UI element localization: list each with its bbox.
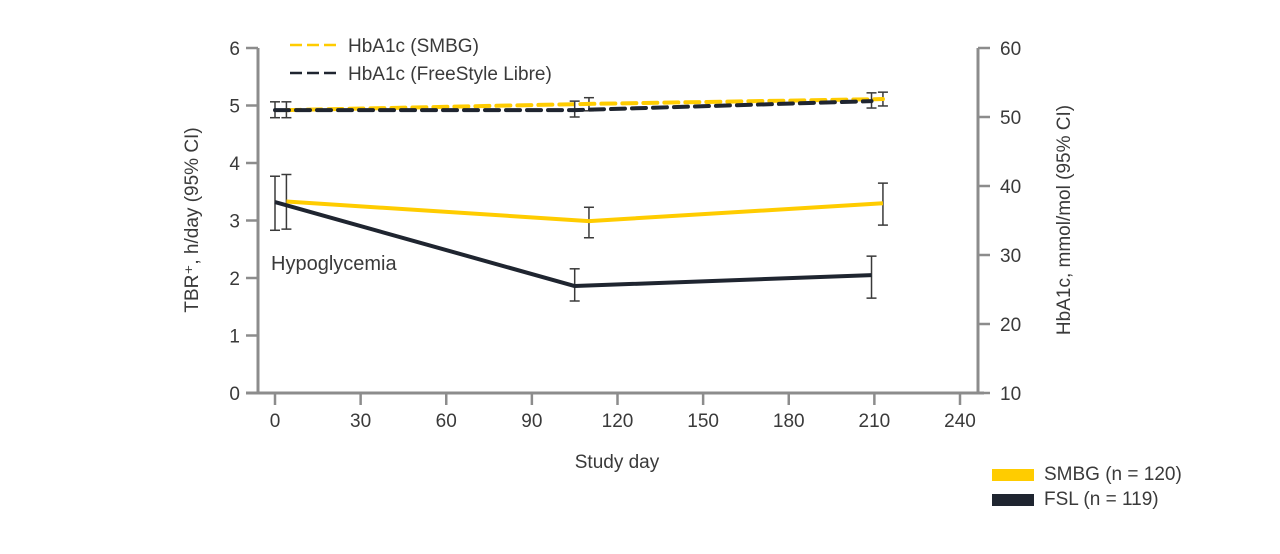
smbg-swatch — [992, 468, 1034, 481]
bottom-legend: SMBG (n = 120) FSL (n = 119) — [992, 462, 1182, 512]
tbr-smbg-n-120--line — [286, 199, 884, 224]
x-axis-tick-label: 210 — [859, 411, 891, 432]
hba1c-hba1c-freestyle-libre--line — [273, 99, 874, 113]
x-axis-tick-label: 180 — [773, 411, 805, 432]
legend-top-label-0: HbA1c (SMBG) — [348, 36, 479, 57]
legend-top-label-1: HbA1c (FreeStyle Libre) — [348, 64, 552, 85]
right-axis-tick-label: 60 — [1000, 39, 1021, 60]
fsl-swatch — [992, 493, 1034, 506]
legend-item-fsl: FSL (n = 119) — [992, 487, 1182, 512]
left-axis-title: TBR⁺, h/day (95% CI) — [182, 127, 203, 312]
legend-item-smbg: SMBG (n = 120) — [992, 462, 1182, 487]
left-axis-tick-label: 1 — [229, 327, 240, 348]
left-axis-tick-label: 5 — [229, 97, 240, 118]
hba1c-hba1c-smbg--line — [284, 97, 885, 113]
right-axis-tick-label: 30 — [1000, 246, 1021, 267]
x-axis-tick-label: 240 — [944, 411, 976, 432]
x-axis-tick-label: 150 — [687, 411, 719, 432]
x-axis-tick-label: 30 — [350, 411, 371, 432]
x-axis-tick-label: 60 — [436, 411, 457, 432]
x-axis-title: Study day — [575, 452, 660, 473]
legend-label-fsl: FSL (n = 119) — [1044, 488, 1159, 510]
left-axis-tick-label: 2 — [229, 269, 240, 290]
x-axis-tick-label: 120 — [602, 411, 634, 432]
left-axis-tick-label: 0 — [229, 384, 240, 405]
left-axis-tick-label: 3 — [229, 212, 240, 233]
right-axis-tick-label: 50 — [1000, 108, 1021, 129]
right-axis-tick-label: 10 — [1000, 384, 1021, 405]
right-axis-title: HbA1c, mmol/mol (95% CI) — [1054, 105, 1075, 335]
left-axis-tick-label: 6 — [229, 39, 240, 60]
x-axis-tick-label: 90 — [521, 411, 542, 432]
x-axis-tick-label: 0 — [270, 411, 281, 432]
hypoglycemia-annotation: Hypoglycemia — [271, 253, 397, 275]
left-axis-tick-label: 4 — [229, 154, 240, 175]
legend-label-smbg: SMBG (n = 120) — [1044, 463, 1182, 485]
right-axis-tick-label: 20 — [1000, 315, 1021, 336]
tbr-fsl-n-119--line — [274, 200, 872, 289]
right-axis-tick-label: 40 — [1000, 177, 1021, 198]
